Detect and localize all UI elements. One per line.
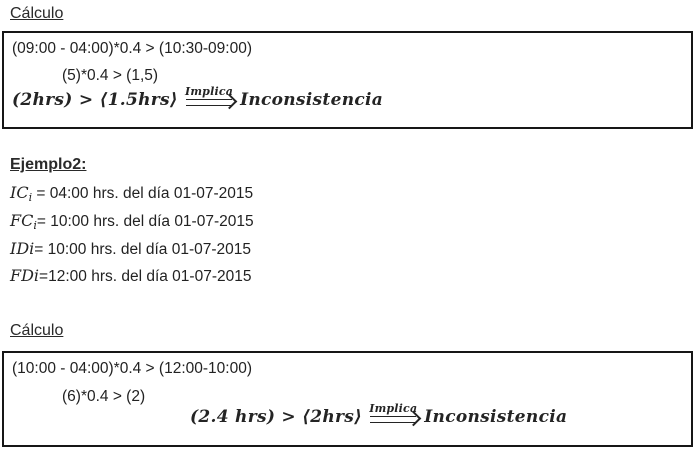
implies-arrow: Implica bbox=[369, 403, 417, 427]
calc1-conclusion: (2hrs) > ⟨1.5hrs⟩ Implica Inconsistencia bbox=[12, 86, 384, 111]
arrow-label: Implica bbox=[185, 85, 234, 98]
variable-subscript: i bbox=[33, 219, 37, 232]
calc2-math-expression: (2.4 hrs) > ⟨2hrs⟩ bbox=[190, 407, 363, 427]
calc-box-2: (10:00 - 04:00)*0.4 > (12:00-10:00) (6)*… bbox=[2, 351, 693, 447]
variable-name: IC bbox=[10, 183, 29, 202]
calc-heading-2: Cálculo bbox=[10, 322, 64, 339]
calc1-line-2: (5)*0.4 > (1,5) bbox=[62, 67, 159, 84]
calc2-line-2: (6)*0.4 > (2) bbox=[62, 388, 146, 405]
double-arrow-icon bbox=[370, 416, 417, 423]
calc-box-1: (09:00 - 04:00)*0.4 > (10:30-09:00) (5)*… bbox=[2, 31, 693, 129]
variable-subscript: i bbox=[28, 191, 33, 204]
calc1-result-label: Inconsistencia bbox=[240, 90, 384, 110]
calc1-math-expression: (2hrs) > ⟨1.5hrs⟩ bbox=[12, 90, 178, 110]
calc2-line-1: (10:00 - 04:00)*0.4 > (12:00-10:00) bbox=[12, 360, 252, 377]
implies-arrow: Implica bbox=[185, 86, 233, 110]
variable-name: IDi bbox=[10, 239, 35, 258]
calc1-line-1: (09:00 - 04:00)*0.4 > (10:30-09:00) bbox=[12, 40, 252, 57]
variable-name: FDi bbox=[10, 266, 40, 285]
definition-row: IDi= 10:00 hrs. del día 01-07-2015 bbox=[10, 239, 251, 263]
definition-text: = 10:00 hrs. del día 01-07-2015 bbox=[36, 213, 254, 230]
definition-text: =12:00 hrs. del día 01-07-2015 bbox=[39, 268, 252, 285]
example-heading: Ejemplo2: bbox=[10, 156, 87, 173]
calc-heading-1: Cálculo bbox=[10, 5, 64, 22]
double-arrow-icon bbox=[186, 99, 233, 106]
definition-text: = 10:00 hrs. del día 01-07-2015 bbox=[34, 241, 251, 258]
variable-name: FC bbox=[10, 211, 34, 230]
calc2-conclusion: (2.4 hrs) > ⟨2hrs⟩ Implica Inconsistenci… bbox=[190, 403, 568, 428]
definition-row: ICi = 04:00 hrs. del día 01-07-2015 bbox=[10, 183, 253, 207]
definition-row: FCi= 10:00 hrs. del día 01-07-2015 bbox=[10, 211, 254, 235]
calc2-result-label: Inconsistencia bbox=[424, 407, 568, 427]
arrow-label: Implica bbox=[369, 402, 418, 415]
definition-text: = 04:00 hrs. del día 01-07-2015 bbox=[32, 185, 254, 202]
definition-row: FDi=12:00 hrs. del día 01-07-2015 bbox=[10, 266, 251, 290]
